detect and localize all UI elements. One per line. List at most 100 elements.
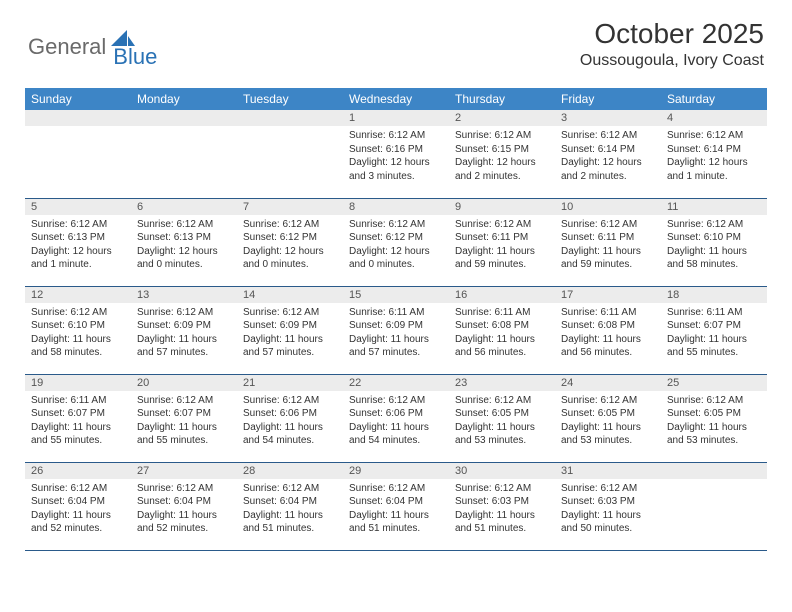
day-number: 26	[25, 463, 131, 479]
day-header: Thursday	[449, 88, 555, 110]
day-cell: 10Sunrise: 6:12 AMSunset: 6:11 PMDayligh…	[555, 198, 661, 286]
week-row: 26Sunrise: 6:12 AMSunset: 6:04 PMDayligh…	[25, 462, 767, 550]
day-cell: 21Sunrise: 6:12 AMSunset: 6:06 PMDayligh…	[237, 374, 343, 462]
day-cell: 16Sunrise: 6:11 AMSunset: 6:08 PMDayligh…	[449, 286, 555, 374]
day-cell: 1Sunrise: 6:12 AMSunset: 6:16 PMDaylight…	[343, 110, 449, 198]
calendar-table: SundayMondayTuesdayWednesdayThursdayFrid…	[25, 88, 767, 551]
day-header: Monday	[131, 88, 237, 110]
day-content: Sunrise: 6:12 AMSunset: 6:14 PMDaylight:…	[661, 126, 767, 187]
day-number: 24	[555, 375, 661, 391]
day-cell: 6Sunrise: 6:12 AMSunset: 6:13 PMDaylight…	[131, 198, 237, 286]
day-content: Sunrise: 6:12 AMSunset: 6:09 PMDaylight:…	[131, 303, 237, 364]
day-cell	[661, 462, 767, 550]
day-number: 9	[449, 199, 555, 215]
day-number: 20	[131, 375, 237, 391]
day-content: Sunrise: 6:12 AMSunset: 6:04 PMDaylight:…	[131, 479, 237, 540]
day-header: Wednesday	[343, 88, 449, 110]
day-number: 6	[131, 199, 237, 215]
day-header-row: SundayMondayTuesdayWednesdayThursdayFrid…	[25, 88, 767, 110]
day-number: 2	[449, 110, 555, 126]
day-header: Saturday	[661, 88, 767, 110]
day-cell: 24Sunrise: 6:12 AMSunset: 6:05 PMDayligh…	[555, 374, 661, 462]
day-cell: 27Sunrise: 6:12 AMSunset: 6:04 PMDayligh…	[131, 462, 237, 550]
day-content: Sunrise: 6:12 AMSunset: 6:03 PMDaylight:…	[555, 479, 661, 540]
day-content	[237, 126, 343, 186]
day-number: 30	[449, 463, 555, 479]
day-header: Friday	[555, 88, 661, 110]
day-content: Sunrise: 6:12 AMSunset: 6:04 PMDaylight:…	[25, 479, 131, 540]
day-number: 4	[661, 110, 767, 126]
day-cell: 18Sunrise: 6:11 AMSunset: 6:07 PMDayligh…	[661, 286, 767, 374]
day-content: Sunrise: 6:12 AMSunset: 6:16 PMDaylight:…	[343, 126, 449, 187]
day-number: 21	[237, 375, 343, 391]
day-content: Sunrise: 6:12 AMSunset: 6:14 PMDaylight:…	[555, 126, 661, 187]
day-cell: 4Sunrise: 6:12 AMSunset: 6:14 PMDaylight…	[661, 110, 767, 198]
day-content: Sunrise: 6:12 AMSunset: 6:15 PMDaylight:…	[449, 126, 555, 187]
day-content: Sunrise: 6:12 AMSunset: 6:11 PMDaylight:…	[449, 215, 555, 276]
day-number: 5	[25, 199, 131, 215]
day-number: 27	[131, 463, 237, 479]
day-content: Sunrise: 6:12 AMSunset: 6:10 PMDaylight:…	[25, 303, 131, 364]
day-content: Sunrise: 6:12 AMSunset: 6:13 PMDaylight:…	[131, 215, 237, 276]
day-number: 15	[343, 287, 449, 303]
header: General Blue October 2025 Oussougoula, I…	[0, 0, 792, 78]
day-number: 10	[555, 199, 661, 215]
day-content: Sunrise: 6:12 AMSunset: 6:05 PMDaylight:…	[661, 391, 767, 452]
day-number	[237, 110, 343, 126]
day-cell: 14Sunrise: 6:12 AMSunset: 6:09 PMDayligh…	[237, 286, 343, 374]
day-number: 3	[555, 110, 661, 126]
day-number: 31	[555, 463, 661, 479]
day-number	[131, 110, 237, 126]
day-content: Sunrise: 6:12 AMSunset: 6:04 PMDaylight:…	[343, 479, 449, 540]
day-content: Sunrise: 6:12 AMSunset: 6:07 PMDaylight:…	[131, 391, 237, 452]
logo-text-general: General	[28, 34, 106, 60]
day-number: 18	[661, 287, 767, 303]
day-number: 23	[449, 375, 555, 391]
day-content: Sunrise: 6:11 AMSunset: 6:08 PMDaylight:…	[449, 303, 555, 364]
day-number: 8	[343, 199, 449, 215]
day-header: Sunday	[25, 88, 131, 110]
day-cell: 26Sunrise: 6:12 AMSunset: 6:04 PMDayligh…	[25, 462, 131, 550]
day-number: 7	[237, 199, 343, 215]
day-content: Sunrise: 6:12 AMSunset: 6:05 PMDaylight:…	[449, 391, 555, 452]
week-row: 19Sunrise: 6:11 AMSunset: 6:07 PMDayligh…	[25, 374, 767, 462]
day-number: 19	[25, 375, 131, 391]
day-number: 28	[237, 463, 343, 479]
day-content	[131, 126, 237, 186]
day-content: Sunrise: 6:12 AMSunset: 6:04 PMDaylight:…	[237, 479, 343, 540]
day-number: 16	[449, 287, 555, 303]
day-cell: 20Sunrise: 6:12 AMSunset: 6:07 PMDayligh…	[131, 374, 237, 462]
day-cell: 12Sunrise: 6:12 AMSunset: 6:10 PMDayligh…	[25, 286, 131, 374]
day-content: Sunrise: 6:12 AMSunset: 6:06 PMDaylight:…	[237, 391, 343, 452]
day-number	[25, 110, 131, 126]
day-cell	[237, 110, 343, 198]
week-row: 1Sunrise: 6:12 AMSunset: 6:16 PMDaylight…	[25, 110, 767, 198]
day-number: 22	[343, 375, 449, 391]
day-cell: 28Sunrise: 6:12 AMSunset: 6:04 PMDayligh…	[237, 462, 343, 550]
month-title: October 2025	[580, 18, 764, 50]
day-cell: 7Sunrise: 6:12 AMSunset: 6:12 PMDaylight…	[237, 198, 343, 286]
day-cell	[25, 110, 131, 198]
day-content: Sunrise: 6:12 AMSunset: 6:09 PMDaylight:…	[237, 303, 343, 364]
day-content: Sunrise: 6:11 AMSunset: 6:07 PMDaylight:…	[25, 391, 131, 452]
day-number: 1	[343, 110, 449, 126]
day-cell	[131, 110, 237, 198]
day-cell: 15Sunrise: 6:11 AMSunset: 6:09 PMDayligh…	[343, 286, 449, 374]
logo: General Blue	[28, 24, 157, 70]
day-content: Sunrise: 6:12 AMSunset: 6:05 PMDaylight:…	[555, 391, 661, 452]
day-content: Sunrise: 6:11 AMSunset: 6:07 PMDaylight:…	[661, 303, 767, 364]
logo-text-blue: Blue	[113, 44, 157, 70]
day-content: Sunrise: 6:12 AMSunset: 6:11 PMDaylight:…	[555, 215, 661, 276]
day-cell: 17Sunrise: 6:11 AMSunset: 6:08 PMDayligh…	[555, 286, 661, 374]
day-content: Sunrise: 6:12 AMSunset: 6:06 PMDaylight:…	[343, 391, 449, 452]
day-cell: 8Sunrise: 6:12 AMSunset: 6:12 PMDaylight…	[343, 198, 449, 286]
day-content	[25, 126, 131, 186]
day-number: 29	[343, 463, 449, 479]
day-content: Sunrise: 6:12 AMSunset: 6:03 PMDaylight:…	[449, 479, 555, 540]
day-content: Sunrise: 6:12 AMSunset: 6:12 PMDaylight:…	[343, 215, 449, 276]
day-cell: 11Sunrise: 6:12 AMSunset: 6:10 PMDayligh…	[661, 198, 767, 286]
day-cell: 31Sunrise: 6:12 AMSunset: 6:03 PMDayligh…	[555, 462, 661, 550]
day-cell: 13Sunrise: 6:12 AMSunset: 6:09 PMDayligh…	[131, 286, 237, 374]
day-cell: 5Sunrise: 6:12 AMSunset: 6:13 PMDaylight…	[25, 198, 131, 286]
day-number: 25	[661, 375, 767, 391]
